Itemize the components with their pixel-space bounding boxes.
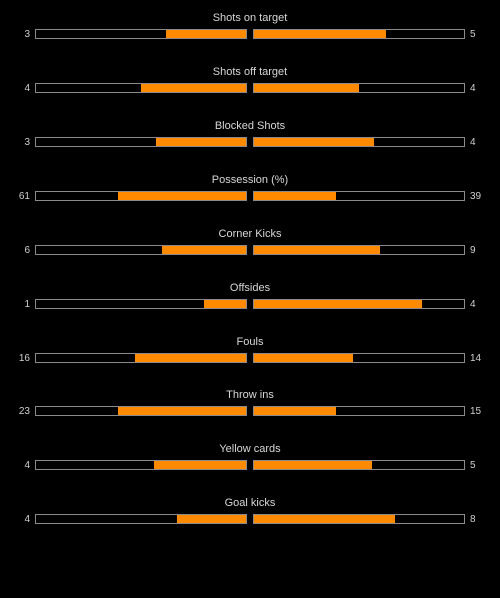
home-value: 3 <box>24 137 30 148</box>
home-value: 1 <box>24 299 30 310</box>
away-bar <box>253 137 465 147</box>
away-bar-fill <box>254 515 395 523</box>
stat-blocked-shots: Blocked Shots 3 4 <box>0 116 500 156</box>
home-bar <box>35 29 247 39</box>
away-bar-fill <box>254 300 422 308</box>
home-value: 4 <box>24 83 30 94</box>
stat-label: Fouls <box>236 336 264 348</box>
away-bar <box>253 191 465 201</box>
home-bar-fill <box>134 354 246 362</box>
away-value: 14 <box>470 353 482 364</box>
home-value: 61 <box>18 191 30 202</box>
stat-goal-kicks: Goal kicks 4 8 <box>0 493 500 533</box>
home-bar <box>35 191 247 201</box>
stat-label: Offsides <box>229 282 271 294</box>
stat-label: Yellow cards <box>219 443 281 455</box>
home-bar-fill <box>162 246 246 254</box>
home-bar <box>35 353 247 363</box>
away-bar <box>253 29 465 39</box>
away-value: 4 <box>470 83 476 94</box>
away-value: 5 <box>470 29 476 40</box>
home-value: 23 <box>18 406 30 417</box>
home-bar-fill <box>166 30 246 38</box>
stat-fouls: Fouls 16 14 <box>0 332 500 372</box>
away-bar-fill <box>254 30 387 38</box>
stat-label: Goal kicks <box>224 497 276 509</box>
away-bar <box>253 460 465 470</box>
home-bar <box>35 245 247 255</box>
stat-label: Blocked Shots <box>214 120 286 132</box>
away-bar <box>253 406 465 416</box>
stat-label: Possession (%) <box>211 174 289 186</box>
away-bar-fill <box>254 138 374 146</box>
home-bar-fill <box>117 192 246 200</box>
away-value: 39 <box>470 191 482 202</box>
stat-corner-kicks: Corner Kicks 6 9 <box>0 224 500 264</box>
home-bar <box>35 406 247 416</box>
away-value: 5 <box>470 460 476 471</box>
away-bar-fill <box>254 192 336 200</box>
stat-yellow-cards: Yellow cards 4 5 <box>0 439 500 479</box>
away-bar <box>253 514 465 524</box>
home-bar <box>35 137 247 147</box>
home-bar-fill <box>204 300 246 308</box>
home-bar-fill <box>141 84 246 92</box>
stat-possession: Possession (%) 61 39 <box>0 170 500 210</box>
home-value: 4 <box>24 460 30 471</box>
away-value: 15 <box>470 406 482 417</box>
stat-label: Throw ins <box>226 389 274 401</box>
home-value: 16 <box>18 353 30 364</box>
away-bar <box>253 245 465 255</box>
away-bar-fill <box>254 354 353 362</box>
stat-label: Corner Kicks <box>218 228 282 240</box>
away-value: 4 <box>470 137 476 148</box>
away-bar <box>253 83 465 93</box>
home-bar <box>35 514 247 524</box>
stat-offsides: Offsides 1 4 <box>0 278 500 318</box>
away-value: 4 <box>470 299 476 310</box>
home-bar <box>35 299 247 309</box>
stat-label: Shots off target <box>212 66 288 78</box>
away-bar-fill <box>254 246 380 254</box>
away-value: 9 <box>470 245 476 256</box>
home-bar <box>35 83 247 93</box>
home-bar-fill <box>155 138 246 146</box>
stat-shots-off-target: Shots off target 4 4 <box>0 62 500 102</box>
home-bar-fill <box>117 407 246 415</box>
away-bar <box>253 353 465 363</box>
stat-throw-ins: Throw ins 23 15 <box>0 385 500 425</box>
away-bar <box>253 299 465 309</box>
home-bar-fill <box>176 515 246 523</box>
home-value: 4 <box>24 514 30 525</box>
stat-shots-on-target: Shots on target 3 5 <box>0 8 500 48</box>
away-value: 8 <box>470 514 476 525</box>
home-bar-fill <box>153 461 246 469</box>
home-value: 6 <box>24 245 30 256</box>
home-bar <box>35 460 247 470</box>
away-bar-fill <box>254 407 336 415</box>
away-bar-fill <box>254 461 372 469</box>
away-bar-fill <box>254 84 359 92</box>
home-value: 3 <box>24 29 30 40</box>
stat-label: Shots on target <box>212 12 288 24</box>
